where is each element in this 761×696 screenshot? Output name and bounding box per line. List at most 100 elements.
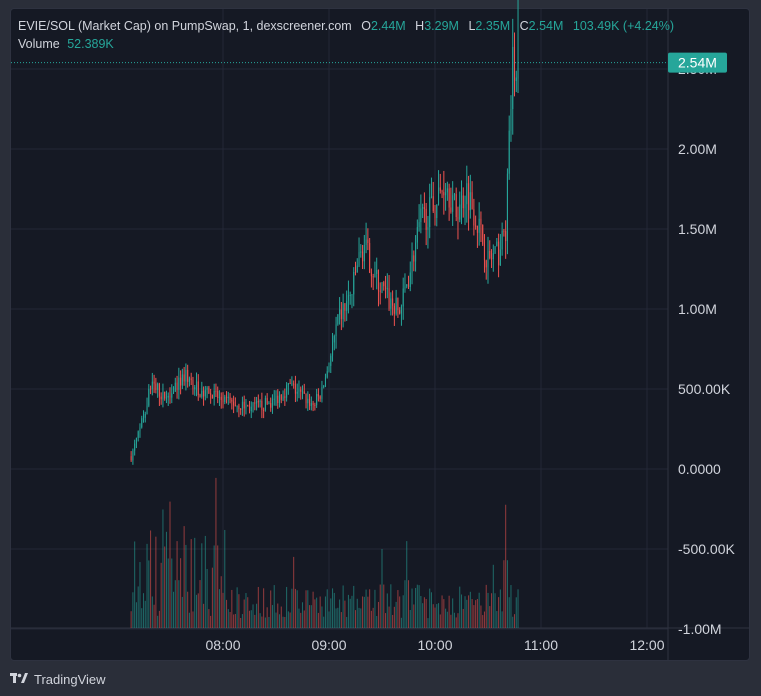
candle-body: [427, 227, 429, 230]
volume-bar: [332, 588, 334, 628]
volume-bar: [356, 598, 358, 628]
volume-bar: [243, 599, 245, 628]
time-axis[interactable]: 08:00 09:00 10:00 11:00 12:00: [205, 637, 664, 653]
volume-bar: [323, 616, 325, 628]
volume-bar: [360, 608, 362, 628]
candle-body: [291, 383, 293, 385]
volume-bar: [309, 605, 311, 628]
volume-bar: [351, 595, 353, 628]
volume-bar: [270, 590, 272, 628]
volume-bar: [180, 558, 182, 628]
candle-body: [351, 294, 353, 296]
volume-bar: [282, 616, 284, 628]
volume-bar: [150, 530, 152, 628]
candle-body: [195, 381, 198, 388]
volume-bar: [367, 596, 369, 628]
volume-bar: [208, 609, 210, 628]
x-tick-label: 10:00: [417, 637, 452, 653]
candle-body: [416, 227, 418, 243]
volume-bar: [369, 589, 371, 628]
candle-body: [323, 386, 325, 388]
volume-bar: [393, 606, 395, 628]
volume-bar: [164, 546, 166, 628]
volume-bar: [238, 594, 240, 628]
volume-bar: [397, 590, 399, 628]
candle-body: [390, 298, 392, 309]
candle-body: [353, 272, 355, 295]
volume-bar: [406, 541, 408, 628]
volume-bar: [155, 536, 157, 628]
volume-bar: [508, 597, 510, 628]
volume-bar: [457, 613, 459, 628]
candle-body: [358, 252, 360, 266]
volume-bar: [158, 610, 160, 628]
candle-body: [263, 409, 265, 411]
volume-bar: [512, 616, 514, 628]
candle-body: [453, 194, 455, 196]
candle-body: [446, 188, 448, 193]
candle-body: [176, 382, 178, 390]
volume-bar: [376, 615, 378, 628]
x-tick-label: 09:00: [311, 637, 346, 653]
candle-body: [167, 395, 169, 398]
candle-body: [379, 290, 381, 292]
volume-bar: [294, 588, 296, 628]
volume-bar: [233, 614, 235, 628]
candle-body: [460, 195, 463, 205]
volume-bar: [247, 597, 249, 628]
volume-bar: [130, 611, 132, 628]
volume-bar: [305, 590, 307, 628]
candle-body: [441, 190, 443, 193]
volume-bar: [284, 616, 286, 628]
volume-bar: [347, 594, 349, 628]
volume-bar: [385, 613, 387, 628]
candle-body: [277, 395, 279, 403]
tradingview-brand[interactable]: TradingView: [34, 671, 106, 687]
volume-bar: [234, 613, 236, 628]
volume-bar: [240, 617, 242, 628]
volume-bar: [259, 613, 261, 628]
volume-bar: [379, 584, 381, 628]
candle-body: [434, 211, 436, 219]
tradingview-logo-icon[interactable]: [10, 673, 28, 685]
volume-bar: [340, 612, 342, 628]
candle-body: [165, 397, 167, 399]
candle-body: [151, 381, 153, 389]
volume-bar: [197, 593, 199, 628]
candle-body: [310, 403, 312, 406]
volume-bar: [432, 604, 434, 628]
volume-bar: [469, 591, 471, 628]
candle-body: [220, 396, 222, 401]
candle-body: [513, 46, 516, 81]
volume-bar: [287, 611, 289, 628]
volume-bar: [310, 605, 312, 628]
volume-bar: [252, 604, 254, 628]
volume-bar: [404, 580, 406, 628]
volume-bar: [254, 614, 256, 628]
candle-body: [480, 218, 482, 225]
candle-body: [210, 393, 212, 395]
volume-bar: [395, 601, 397, 628]
candle-body: [130, 456, 132, 461]
volume-bar: [409, 609, 411, 628]
candle-body: [483, 244, 485, 261]
volume-bar: [462, 608, 464, 628]
price-axis[interactable]: 5.50M5.00M4.50M4.00M3.50M3.00M2.50M2.00M…: [678, 0, 735, 696]
volume-bar: [491, 593, 493, 628]
volume-bar: [157, 615, 159, 628]
candle-body: [498, 241, 500, 266]
candle-body: [222, 400, 224, 402]
candle-body: [385, 286, 387, 289]
y-tick-label: 500.00K: [678, 381, 731, 397]
volume-bar: [388, 606, 390, 628]
volume-bar: [146, 543, 148, 628]
candle-body: [314, 405, 316, 407]
volume-bar: [330, 598, 332, 628]
chart-legend: EVIE/SOL (Market Cap) on PumpSwap, 1, de…: [18, 17, 674, 53]
candle-body: [247, 405, 249, 407]
candle-body: [240, 408, 242, 410]
candle-body: [506, 173, 508, 242]
volume-bar: [506, 560, 508, 628]
candle-body: [238, 405, 240, 409]
